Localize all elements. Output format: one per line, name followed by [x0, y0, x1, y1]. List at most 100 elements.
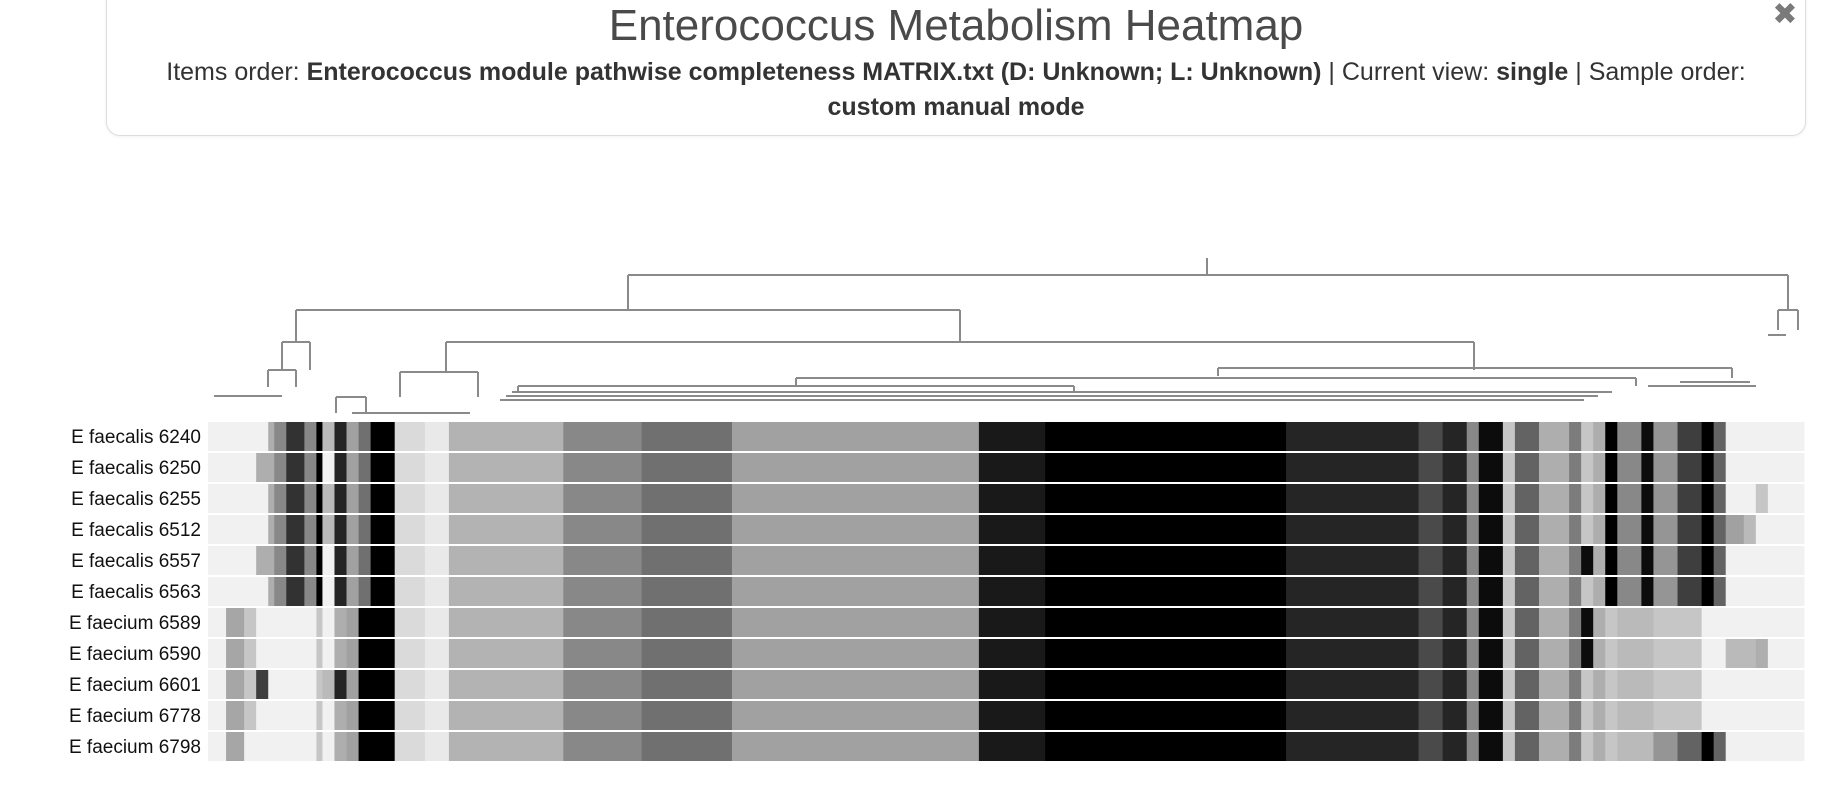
- heatmap-cell: [370, 515, 396, 544]
- heatmap-cell: [978, 670, 1046, 699]
- heatmap-cell: [1713, 453, 1727, 482]
- heatmap-cell: [1677, 732, 1703, 761]
- heatmap-cell: [1442, 639, 1468, 668]
- heatmap-cell: [1593, 701, 1606, 730]
- row-labels: E faecalis 6240 E faecalis 6250 E faecalis…: [69, 427, 201, 758]
- heatmap-cell: [1653, 422, 1678, 451]
- heatmap-cell: [226, 577, 245, 606]
- heatmap-cell: [1466, 577, 1480, 606]
- heatmap-cell: [1539, 577, 1570, 606]
- heatmap-cell: [316, 422, 323, 451]
- heatmap-cell: [244, 515, 257, 544]
- heatmap-cell: [1605, 546, 1618, 575]
- heatmap-cell: [346, 701, 359, 730]
- heatmap-cell: [1743, 577, 1757, 606]
- heatmap-cell: [286, 484, 305, 513]
- heatmap-cell: [1045, 422, 1287, 451]
- close-icon[interactable]: ✖: [1772, 0, 1798, 31]
- row-label: E faecalis 6255: [71, 489, 201, 510]
- heatmap-cell: [268, 484, 275, 513]
- heatmap-cell: [274, 701, 287, 730]
- heatmap-cell: [304, 546, 317, 575]
- heatmap-cell: [226, 670, 245, 699]
- row-label: E faecalis 6240: [71, 427, 201, 448]
- heatmap-cell: [334, 608, 347, 637]
- heatmap-cell: [1502, 608, 1516, 637]
- heatmap-cell: [256, 670, 269, 699]
- heatmap-cell: [448, 639, 564, 668]
- heatmap-cell: [1045, 515, 1287, 544]
- heatmap-cell: [1653, 732, 1678, 761]
- heatmap-cell: [448, 608, 564, 637]
- heatmap-cell: [316, 577, 323, 606]
- heatmap-cell: [1569, 670, 1582, 699]
- heatmap-cell: [274, 608, 287, 637]
- row-label: E faecium 6798: [69, 737, 201, 758]
- heatmap-cell: [448, 732, 564, 761]
- heatmap-cell: [322, 515, 335, 544]
- heatmap-cell: [1442, 701, 1468, 730]
- heatmap-cell: [1539, 515, 1570, 544]
- heatmap-cell: [1593, 546, 1606, 575]
- heatmap-cell: [370, 639, 396, 668]
- heatmap-cell: [1713, 577, 1727, 606]
- heatmap-cell: [1502, 515, 1516, 544]
- heatmap-cell: [226, 732, 245, 761]
- heatmap-cell: [370, 484, 396, 513]
- heatmap-cell: [1569, 515, 1582, 544]
- heatmap-cell: [1767, 422, 1805, 451]
- heatmap-cell: [1581, 453, 1594, 482]
- heatmap-cell: [334, 670, 347, 699]
- heatmap-cell: [244, 453, 257, 482]
- heatmap-cell: [1478, 701, 1504, 730]
- heatmap-cell: [424, 453, 450, 482]
- heatmap-cell: [1286, 577, 1419, 606]
- heatmap-cell: [1478, 453, 1504, 482]
- heatmap-cell: [268, 422, 275, 451]
- heatmap-cell: [1418, 670, 1444, 699]
- heatmap-cell: [346, 515, 359, 544]
- heatmap-cell: [641, 453, 733, 482]
- heatmap-cell: [1045, 732, 1287, 761]
- heatmap-cell: [448, 484, 564, 513]
- heatmap-cell: [563, 701, 643, 730]
- heatmap-cell: [1539, 453, 1570, 482]
- heatmap-cell: [256, 608, 269, 637]
- heatmap-cell: [316, 453, 323, 482]
- heatmap-cell: [1617, 577, 1642, 606]
- heatmap-cell: [448, 701, 564, 730]
- heatmap-cell: [274, 577, 287, 606]
- heatmap-cell: [322, 546, 335, 575]
- heatmap-cell: [358, 701, 372, 730]
- heatmap-cell: [1743, 453, 1757, 482]
- heatmap-cell: [274, 422, 287, 451]
- heatmap-cell: [394, 577, 426, 606]
- heatmap-cell: [256, 639, 269, 668]
- heatmap-cell: [244, 484, 257, 513]
- heatmap-cell: [1641, 732, 1654, 761]
- heatmap-cell: [346, 670, 359, 699]
- heatmap-cell: [256, 453, 269, 482]
- heatmap-cell: [731, 608, 980, 637]
- heatmap-cell: [1514, 701, 1540, 730]
- heatmap-cell: [1539, 732, 1570, 761]
- heatmap-cell: [1713, 670, 1727, 699]
- heatmap-cell: [1569, 608, 1582, 637]
- heatmap-cell: [334, 701, 347, 730]
- heatmap-cell: [1045, 639, 1287, 668]
- heatmap-cell: [334, 422, 347, 451]
- heatmap-cell: [1045, 577, 1287, 606]
- heatmap-cell: [641, 732, 733, 761]
- heatmap-cell: [978, 515, 1046, 544]
- heatmap-cells: [208, 422, 1805, 761]
- heatmap-cell: [304, 608, 317, 637]
- heatmap-cell: [1418, 639, 1444, 668]
- heatmap-cell: [1677, 484, 1703, 513]
- heatmap-cell: [1045, 453, 1287, 482]
- heatmap-cell: [448, 577, 564, 606]
- heatmap-cell: [244, 546, 257, 575]
- heatmap-cell: [1593, 484, 1606, 513]
- heatmap-cell: [1755, 732, 1769, 761]
- heatmap-cell: [1653, 546, 1678, 575]
